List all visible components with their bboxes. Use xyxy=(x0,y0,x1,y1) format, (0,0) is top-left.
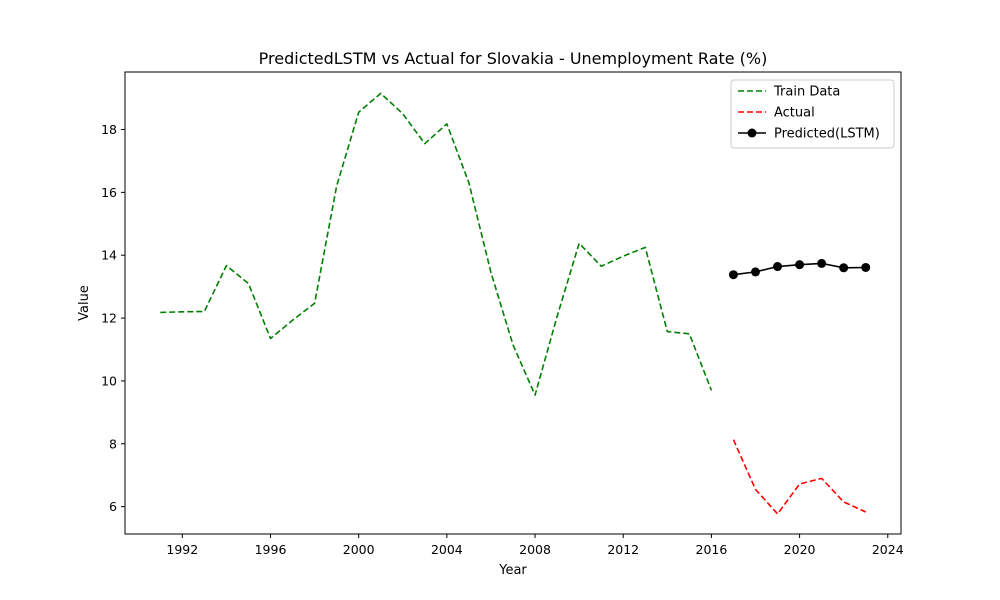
x-tick-label: 1996 xyxy=(255,542,287,557)
y-axis-label: Value xyxy=(77,285,92,321)
y-tick-label: 14 xyxy=(101,248,117,263)
legend-label-actual: Actual xyxy=(774,106,815,121)
x-tick-label: 2008 xyxy=(519,542,551,557)
legend-marker-predicted-lstm xyxy=(747,128,757,138)
y-tick-label: 12 xyxy=(101,311,117,326)
data-point-predicted-lstm xyxy=(839,263,849,273)
x-tick-label: 2012 xyxy=(607,542,639,557)
x-tick-label: 2000 xyxy=(343,542,375,557)
x-tick-label: 2004 xyxy=(431,542,463,557)
data-point-predicted-lstm xyxy=(773,262,783,272)
y-tick-label: 8 xyxy=(109,436,117,451)
plot-lines xyxy=(160,92,871,515)
x-tick-label: 2020 xyxy=(784,542,816,557)
series-line-actual xyxy=(732,439,867,515)
series-line-train-data xyxy=(160,92,713,396)
y-tick-label: 18 xyxy=(101,122,117,137)
data-point-predicted-lstm xyxy=(795,260,805,270)
x-tick-label: 1992 xyxy=(166,542,198,557)
plot-area-frame xyxy=(124,71,902,535)
x-axis: 1992 1996 2000 2004 2008 2012 2016 2020 2024 xyxy=(166,534,904,557)
legend: Train Data Actual Predicted(LSTM) xyxy=(730,79,895,149)
chart-title: PredictedLSTM vs Actual for Slovakia - U… xyxy=(259,49,768,68)
data-point-predicted-lstm xyxy=(751,267,760,277)
y-axis: 6 8 10 12 14 16 18 xyxy=(101,122,125,514)
y-tick-label: 16 xyxy=(101,185,117,200)
x-axis-label: Year xyxy=(498,563,527,578)
x-tick-label: 2016 xyxy=(696,542,728,557)
y-tick-label: 6 xyxy=(109,499,117,514)
x-tick-label: 2024 xyxy=(872,542,904,557)
legend-box xyxy=(730,79,895,149)
data-point-predicted-lstm xyxy=(861,262,871,272)
legend-label-train-data: Train Data xyxy=(773,85,840,100)
legend-label-predicted-lstm: Predicted(LSTM) xyxy=(774,127,880,142)
data-point-predicted-lstm xyxy=(817,258,827,268)
y-tick-label: 10 xyxy=(101,373,117,388)
data-point-predicted-lstm xyxy=(728,270,738,280)
